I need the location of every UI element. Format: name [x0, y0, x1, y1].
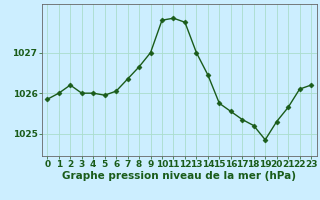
X-axis label: Graphe pression niveau de la mer (hPa): Graphe pression niveau de la mer (hPa) — [62, 171, 296, 181]
